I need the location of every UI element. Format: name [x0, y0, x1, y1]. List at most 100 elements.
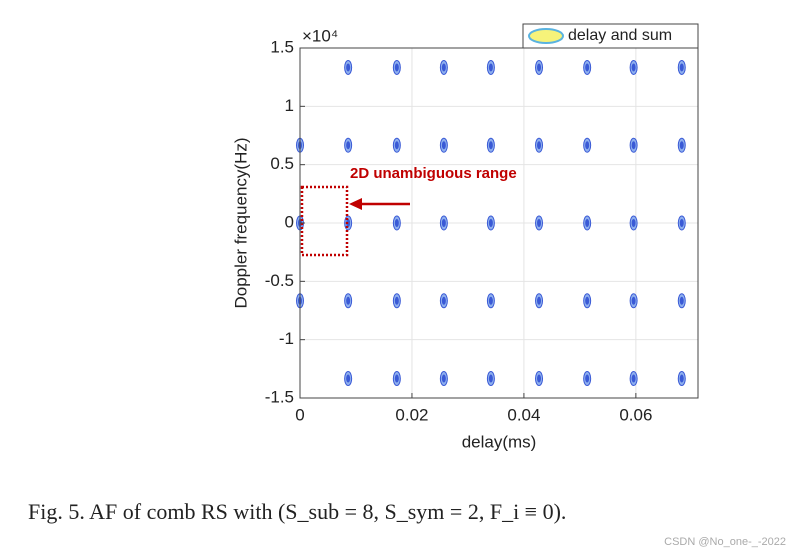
point	[583, 137, 592, 153]
point	[344, 293, 353, 309]
point-core	[585, 63, 590, 72]
y-tick-label: 0.5	[270, 154, 294, 173]
point-core	[679, 374, 684, 383]
point-core	[488, 63, 493, 72]
point	[629, 293, 638, 309]
point-core	[488, 219, 493, 227]
arrow-head	[349, 198, 362, 210]
point	[392, 293, 401, 309]
point	[439, 59, 448, 75]
point-core	[631, 141, 636, 150]
point	[629, 59, 638, 75]
point	[486, 137, 495, 153]
x-axis-label: delay(ms)	[462, 432, 537, 451]
point	[486, 293, 495, 309]
point	[486, 215, 495, 231]
point-core	[537, 296, 542, 305]
point	[583, 371, 592, 387]
point	[535, 293, 544, 309]
point	[344, 371, 353, 387]
point-core	[585, 374, 590, 383]
point-core	[537, 219, 542, 227]
watermark: CSDN @No_one-_-2022	[664, 536, 786, 548]
point	[583, 293, 592, 309]
point	[629, 371, 638, 387]
x-tick-label: 0.06	[619, 405, 652, 424]
point	[535, 137, 544, 153]
point	[677, 59, 686, 75]
point-core	[441, 141, 446, 150]
point-core	[488, 374, 493, 383]
x-tick-label: 0.04	[507, 405, 540, 424]
point-core	[394, 63, 399, 72]
point	[629, 215, 638, 231]
point	[535, 215, 544, 231]
point-core	[679, 296, 684, 305]
point-core	[488, 296, 493, 305]
y-tick-label: 0	[285, 212, 294, 231]
point	[486, 59, 495, 75]
point-core	[441, 296, 446, 305]
point-core	[631, 374, 636, 383]
point-core	[537, 63, 542, 72]
point-core	[585, 219, 590, 227]
point	[392, 371, 401, 387]
legend-label: delay and sum	[568, 27, 672, 44]
point	[583, 215, 592, 231]
y-tick-label: 1	[285, 96, 294, 115]
point-core	[679, 219, 684, 227]
point-core	[585, 296, 590, 305]
y-tick-label: -1	[279, 329, 294, 348]
y-multiplier: ×10⁴	[302, 26, 338, 45]
point-core	[394, 374, 399, 383]
point-core	[679, 63, 684, 72]
y-tick-label: -0.5	[265, 271, 294, 290]
point-core	[346, 296, 351, 305]
point-core	[537, 374, 542, 383]
legend: delay and sum	[522, 23, 699, 49]
y-tick-label: 1.5	[270, 37, 294, 56]
point-core	[631, 63, 636, 72]
point	[439, 215, 448, 231]
point	[677, 371, 686, 387]
caption: Fig. 5. AF of comb RS with (S_sub = 8, S…	[28, 499, 566, 524]
point-core	[346, 374, 351, 383]
point	[629, 137, 638, 153]
point	[677, 137, 686, 153]
point	[344, 137, 353, 153]
point-core	[631, 296, 636, 305]
y-axis-label: Doppler frequency(Hz)	[231, 137, 250, 308]
point	[677, 293, 686, 309]
point	[677, 215, 686, 231]
point-core	[441, 374, 446, 383]
point	[486, 371, 495, 387]
range-box	[300, 185, 349, 257]
point-core	[488, 141, 493, 150]
point	[344, 59, 353, 75]
legend-icon	[528, 28, 564, 44]
x-tick-label: 0	[295, 405, 304, 424]
point	[439, 293, 448, 309]
point	[439, 137, 448, 153]
point-core	[679, 141, 684, 150]
point-core	[346, 141, 351, 150]
point-core	[394, 296, 399, 305]
point	[583, 59, 592, 75]
point-core	[394, 141, 399, 150]
annotation: 2D unambiguous range	[350, 165, 517, 182]
point-core	[441, 63, 446, 72]
x-tick-label: 0.02	[395, 405, 428, 424]
point	[535, 371, 544, 387]
point-core	[394, 219, 399, 227]
y-tick-label: -1.5	[265, 387, 294, 406]
point	[535, 59, 544, 75]
point-core	[537, 141, 542, 150]
point	[392, 137, 401, 153]
point-core	[631, 219, 636, 227]
point	[392, 59, 401, 75]
point-core	[585, 141, 590, 150]
point-core	[346, 63, 351, 72]
point-core	[441, 219, 446, 227]
point	[439, 371, 448, 387]
